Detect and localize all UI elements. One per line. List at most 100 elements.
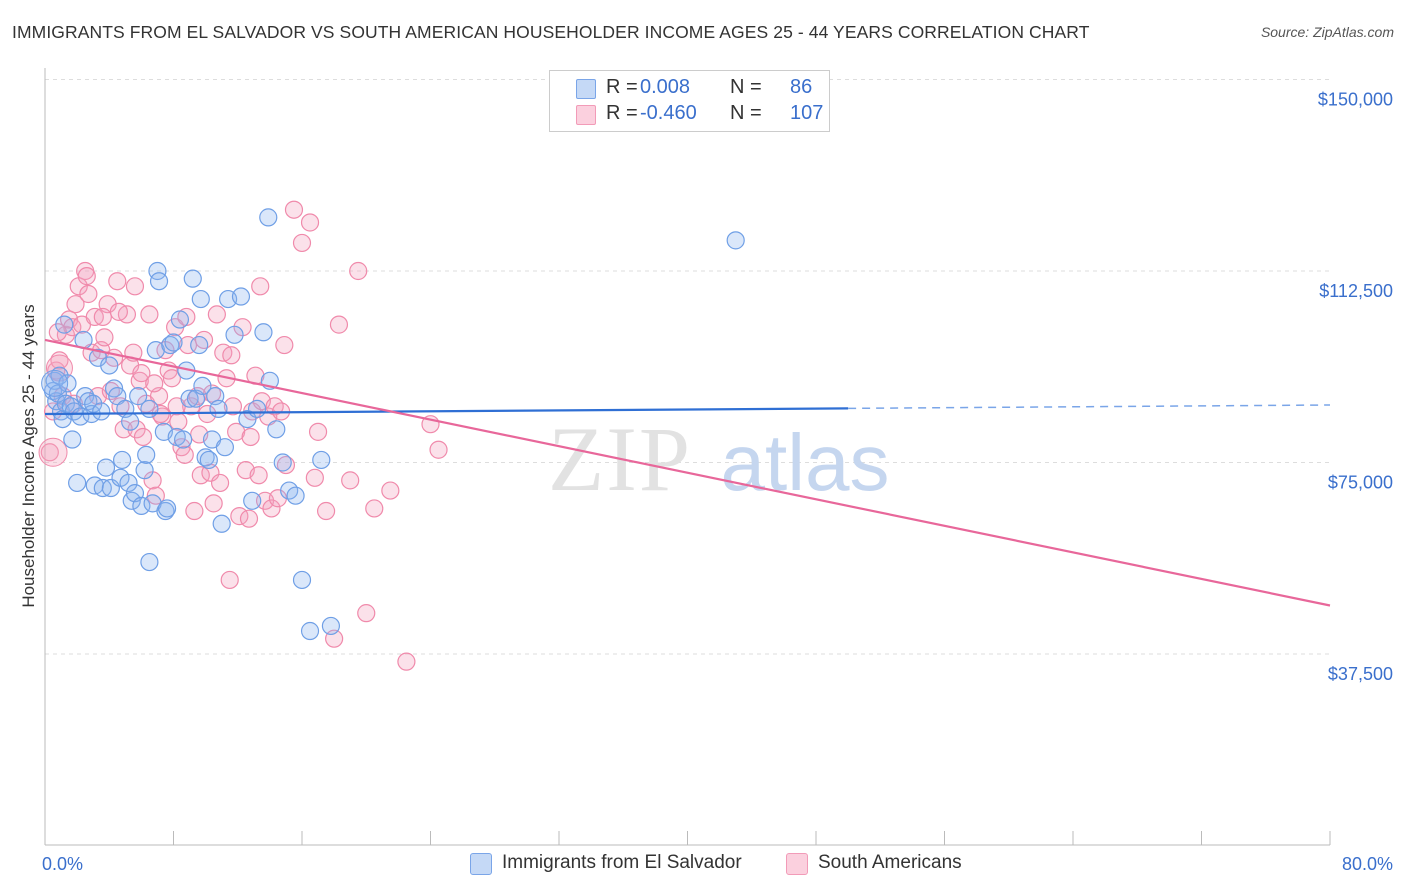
data-point-el-salvador <box>193 376 212 395</box>
data-point-south-americans <box>429 440 448 459</box>
data-point-el-salvador <box>225 325 244 344</box>
stats-legend: R = 0.008 N = 86 R = -0.460 N = 107 <box>549 70 830 132</box>
chart-source: Source: ZipAtlas.com <box>1260 24 1394 40</box>
data-point-el-salvador <box>129 387 148 406</box>
data-point-south-americans <box>316 501 336 521</box>
data-point-south-americans <box>222 346 241 365</box>
data-point-el-salvador <box>312 450 331 470</box>
data-point-el-salvador <box>254 323 273 342</box>
data-point-el-salvador <box>112 450 132 470</box>
data-point-el-salvador <box>321 616 341 636</box>
data-point-el-salvador <box>183 269 202 288</box>
data-point-el-salvador <box>209 399 228 418</box>
y-tick-label: $37,500 <box>1328 664 1393 684</box>
data-point-south-americans <box>204 494 223 513</box>
legend-row-south-americans: R = -0.460 N = 107 <box>550 101 829 127</box>
n-label: N = <box>730 76 762 98</box>
data-point-south-americans <box>227 422 246 441</box>
data-point-south-americans <box>397 652 416 671</box>
r-label: R = <box>606 102 638 124</box>
r-value: 0.008 <box>640 76 691 98</box>
data-point-el-salvador <box>121 412 140 431</box>
trend-lines <box>44 338 1331 607</box>
data-point-south-americans <box>292 233 312 253</box>
data-point-el-salvador <box>161 335 180 355</box>
legend-swatch-blue <box>576 79 596 99</box>
trend-line-el-salvador <box>44 407 849 416</box>
data-point-el-salvador <box>92 402 111 421</box>
data-point-south-americans <box>93 307 112 327</box>
data-point-south-americans <box>249 466 268 485</box>
data-point-south-americans <box>381 481 400 500</box>
data-point-el-salvador <box>119 473 138 493</box>
bottom-legend-swatch-pink <box>786 853 808 875</box>
y-tick-label: $112,500 <box>1319 281 1393 301</box>
data-point-south-americans <box>108 272 127 291</box>
chart-title: IMMIGRANTS FROM EL SALVADOR VS SOUTH AME… <box>12 22 1090 42</box>
data-point-south-americans <box>133 427 153 447</box>
data-point-el-salvador <box>137 445 156 464</box>
series-el-salvador <box>41 208 745 641</box>
data-point-el-salvador <box>199 450 218 470</box>
data-point-el-salvador <box>157 499 177 518</box>
data-point-el-salvador <box>300 621 320 641</box>
data-point-south-americans <box>66 295 85 314</box>
y-tick-label: $150,000 <box>1318 90 1393 110</box>
data-point-el-salvador <box>55 315 74 334</box>
data-point-south-americans <box>223 397 243 416</box>
data-point-south-americans <box>300 213 320 232</box>
data-point-el-salvador <box>180 389 199 408</box>
data-point-el-salvador <box>191 289 210 309</box>
data-point-south-americans <box>162 369 181 388</box>
data-point-el-salvador <box>140 399 159 418</box>
bottom-legend-label: Immigrants from El Salvador <box>502 852 742 873</box>
data-point-el-salvador <box>149 272 169 291</box>
data-point-south-americans <box>365 499 384 518</box>
data-point-el-salvador <box>286 486 305 505</box>
data-point-south-americans <box>169 412 188 431</box>
y-tick-label: $75,000 <box>1328 473 1393 493</box>
data-point-south-americans <box>357 604 376 623</box>
data-point-el-salvador <box>190 335 209 355</box>
data-point-el-salvador <box>196 448 215 467</box>
data-point-south-americans <box>175 445 194 464</box>
data-point-el-salvador <box>231 287 251 306</box>
data-point-el-salvador <box>164 333 183 352</box>
grid-lines <box>45 79 1330 655</box>
data-point-south-americans <box>284 200 304 219</box>
data-point-south-americans <box>130 371 149 390</box>
data-point-south-americans <box>132 364 151 383</box>
data-point-south-americans <box>111 397 130 416</box>
data-point-south-americans <box>239 509 259 528</box>
data-point-el-salvador <box>273 453 292 472</box>
data-point-south-americans <box>210 473 230 493</box>
tick-labels: $150,000 $112,500 $75,000 $37,500 0.0% 80.0% <box>42 90 1393 875</box>
data-point-south-americans <box>349 261 368 281</box>
n-value: 107 <box>790 102 824 124</box>
data-point-south-americans <box>185 501 204 521</box>
x-tick-label: 80.0% <box>1342 854 1393 874</box>
data-point-el-salvador <box>726 231 745 250</box>
n-label: N = <box>730 102 762 124</box>
data-point-south-americans <box>305 468 324 487</box>
data-point-south-americans <box>145 374 164 393</box>
bottom-legend-swatch-blue <box>470 853 492 875</box>
data-point-el-salvador <box>170 310 190 329</box>
data-point-el-salvador <box>132 496 151 516</box>
data-point-el-salvador <box>215 438 234 457</box>
legend-row-el-salvador: R = 0.008 N = 86 <box>550 75 829 101</box>
data-point-south-americans <box>79 284 98 304</box>
data-point-south-americans <box>262 499 281 518</box>
axes <box>44 68 1331 846</box>
data-point-el-salvador <box>63 430 82 449</box>
watermark: ZIP atlas <box>548 408 889 510</box>
r-label: R = <box>606 76 638 98</box>
data-point-south-americans <box>341 471 360 490</box>
data-point-south-americans <box>329 315 349 334</box>
r-value: -0.460 <box>640 102 697 124</box>
data-point-south-americans <box>275 335 294 355</box>
y-axis-label: Householder Income Ages 25 - 44 years <box>19 304 38 607</box>
data-point-el-salvador <box>71 407 90 426</box>
data-point-el-salvador <box>267 420 286 439</box>
